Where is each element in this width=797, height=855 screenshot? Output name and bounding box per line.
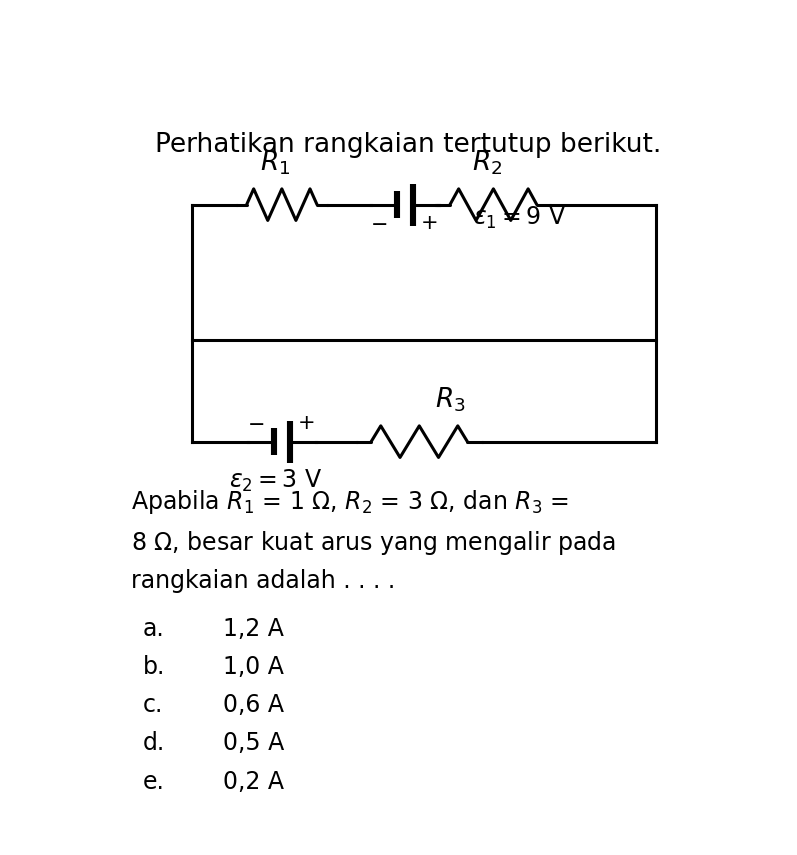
Text: 0,2 A: 0,2 A <box>223 770 285 793</box>
Text: 1,2 A: 1,2 A <box>223 616 284 640</box>
Text: $-$: $-$ <box>370 213 387 233</box>
Text: Apabila $R_1$ = 1 $\Omega$, $R_2$ = 3 $\Omega$, dan $R_3$ =: Apabila $R_1$ = 1 $\Omega$, $R_2$ = 3 $\… <box>131 487 569 516</box>
Text: $-$: $-$ <box>246 413 264 433</box>
Text: Perhatikan rangkaian tertutup berikut.: Perhatikan rangkaian tertutup berikut. <box>155 133 662 158</box>
Text: $+$: $+$ <box>296 413 314 433</box>
Text: $R_1$: $R_1$ <box>261 149 291 177</box>
Text: rangkaian adalah . . . .: rangkaian adalah . . . . <box>131 569 395 593</box>
Text: $\varepsilon_2 = 3$ V: $\varepsilon_2 = 3$ V <box>229 468 323 494</box>
Text: c.: c. <box>143 693 163 717</box>
Text: 1,0 A: 1,0 A <box>223 655 284 679</box>
Text: 0,6 A: 0,6 A <box>223 693 285 717</box>
Text: b.: b. <box>143 655 165 679</box>
Text: $+$: $+$ <box>420 213 438 233</box>
Text: d.: d. <box>143 731 165 755</box>
Text: a.: a. <box>143 616 165 640</box>
Text: $\varepsilon_1 = 9$ V: $\varepsilon_1 = 9$ V <box>473 204 567 231</box>
Text: e.: e. <box>143 770 165 793</box>
Text: 0,5 A: 0,5 A <box>223 731 285 755</box>
Text: $R_2$: $R_2$ <box>472 149 502 177</box>
Text: 8 $\Omega$, besar kuat arus yang mengalir pada: 8 $\Omega$, besar kuat arus yang mengali… <box>131 528 615 557</box>
Text: $R_3$: $R_3$ <box>435 386 465 414</box>
